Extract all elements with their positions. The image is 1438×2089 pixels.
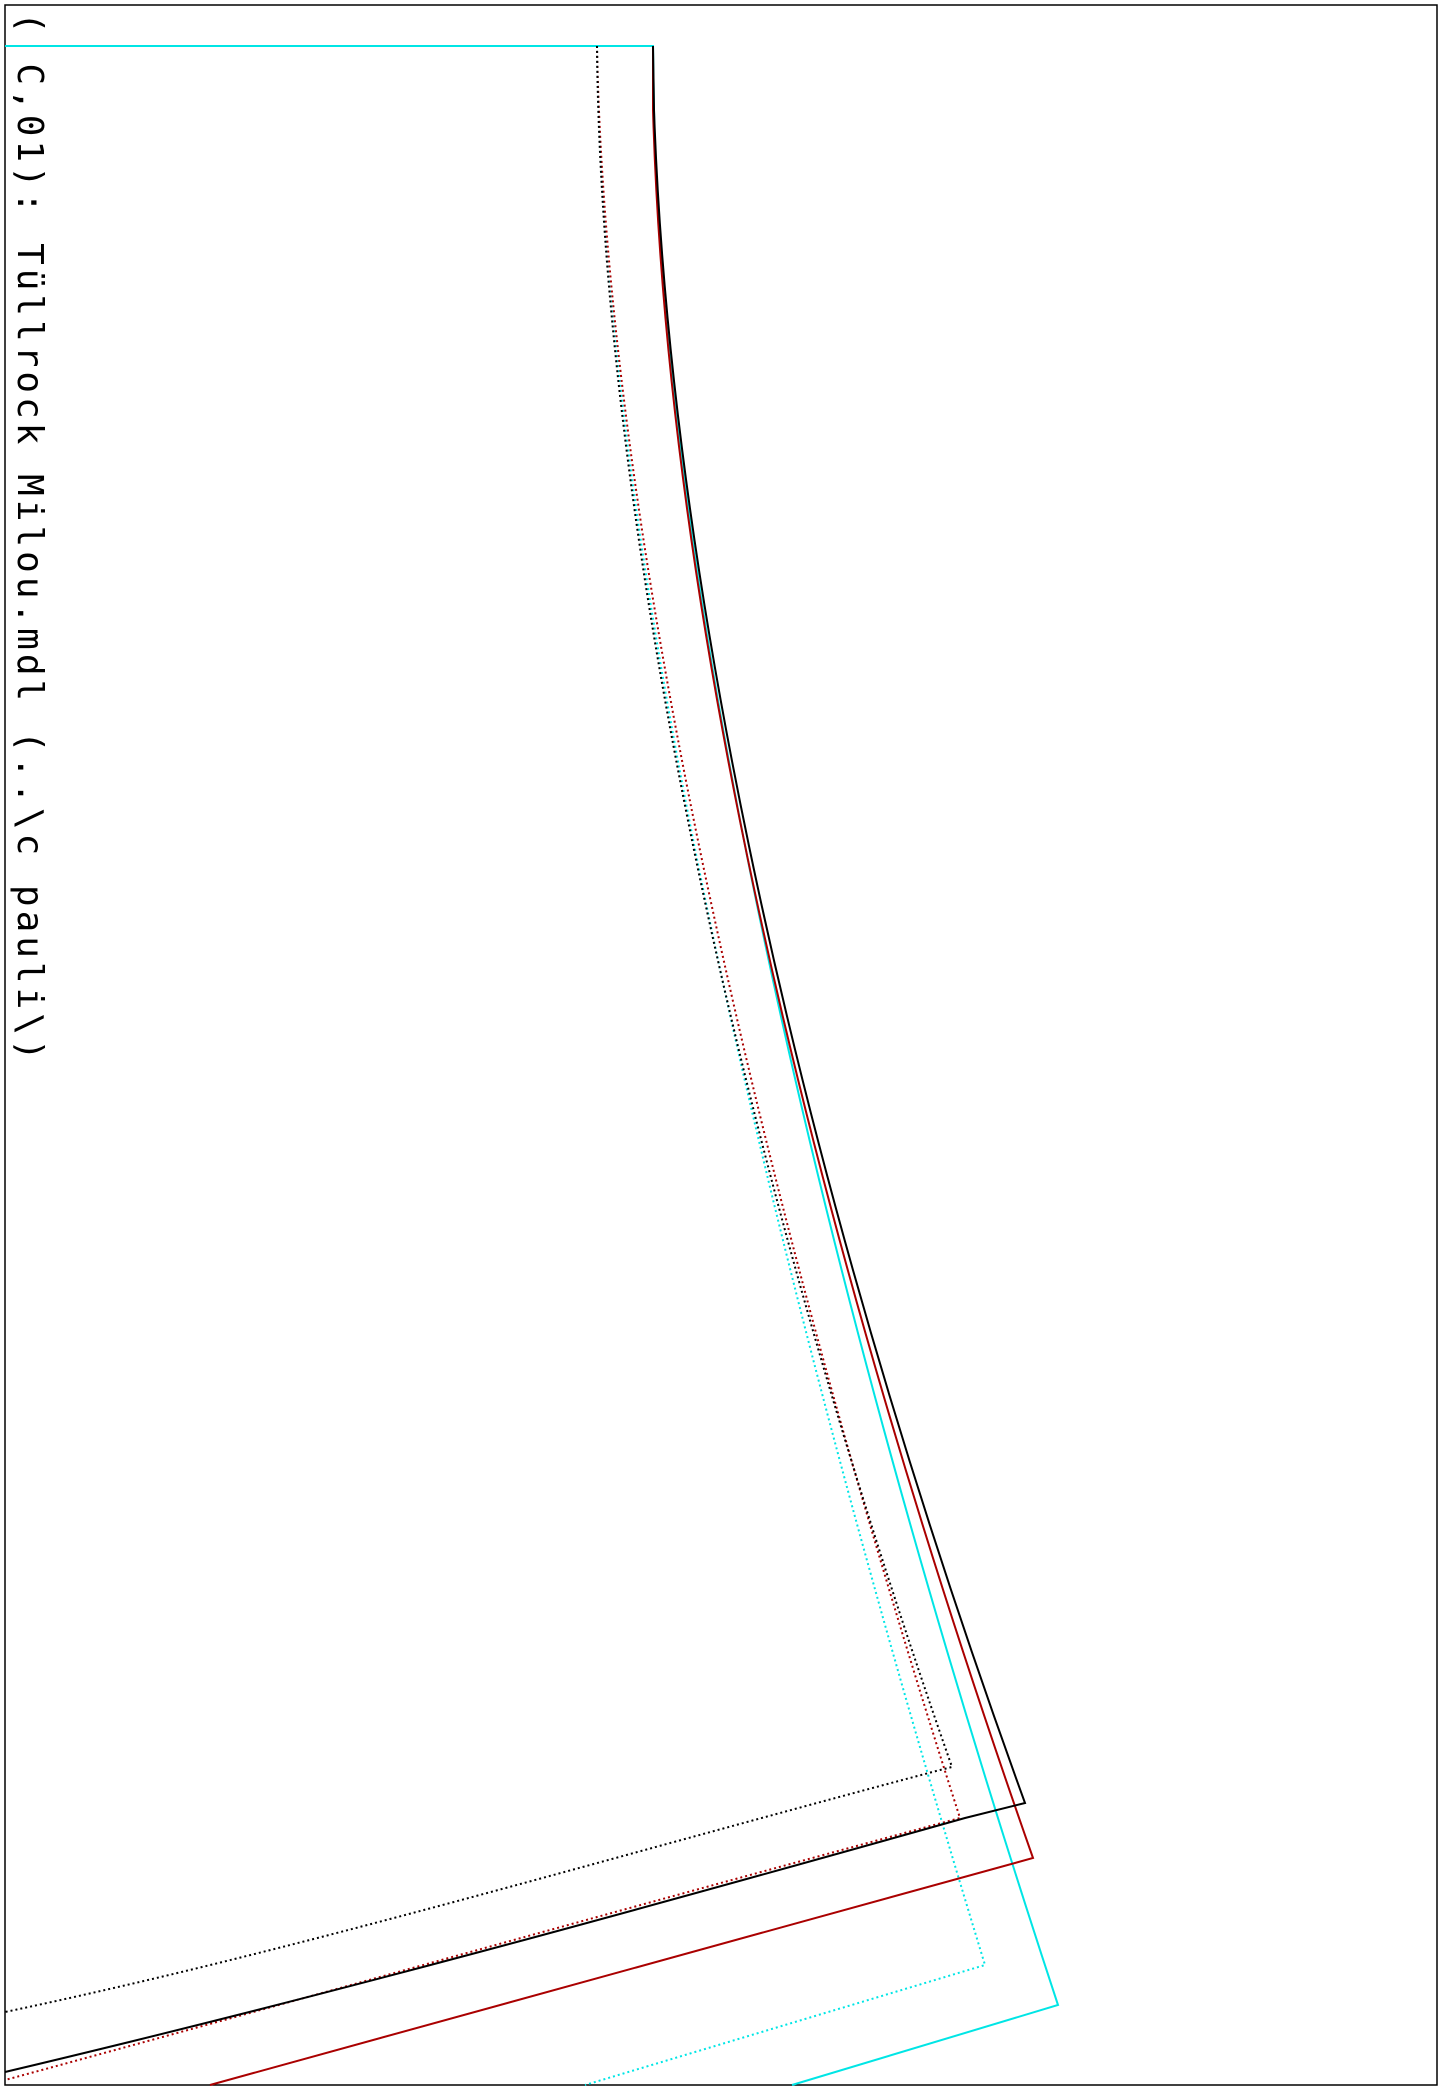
red-outline xyxy=(209,46,1035,2086)
file-label: ( C,01): Tüllrock Milou.mdl (..\c pauli\… xyxy=(9,12,50,1065)
sheet-frame xyxy=(4,4,1438,2086)
red-dotted-line xyxy=(4,45,962,2081)
black-dotted-line xyxy=(4,45,954,2013)
cyan-seam-allowance-outline xyxy=(5,45,1060,2086)
black-cut-line xyxy=(4,45,1027,2073)
cyan-dotted-line xyxy=(584,45,987,2086)
